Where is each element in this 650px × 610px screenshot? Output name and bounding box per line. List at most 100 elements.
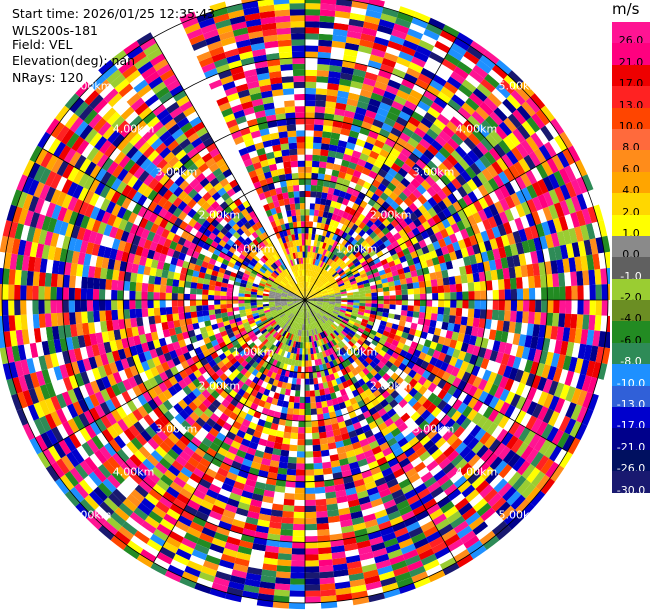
velocity-gate bbox=[94, 449, 108, 464]
velocity-gate bbox=[236, 380, 245, 389]
velocity-gate bbox=[83, 253, 92, 266]
velocity-gate bbox=[439, 262, 448, 271]
velocity-gate bbox=[413, 305, 420, 312]
velocity-gate bbox=[197, 402, 208, 413]
velocity-gate bbox=[294, 303, 301, 308]
velocity-gate bbox=[272, 313, 279, 319]
velocity-gate bbox=[556, 432, 570, 449]
velocity-gate bbox=[67, 196, 78, 211]
velocity-gate bbox=[245, 308, 252, 313]
velocity-gate bbox=[338, 282, 345, 287]
velocity-gate bbox=[193, 264, 202, 272]
velocity-gate bbox=[197, 277, 205, 284]
velocity-gate bbox=[237, 545, 253, 555]
velocity-gate bbox=[528, 275, 535, 289]
velocity-gate bbox=[321, 192, 328, 200]
velocity-gate bbox=[334, 228, 341, 236]
velocity-gate bbox=[498, 341, 507, 354]
velocity-gate bbox=[187, 401, 198, 412]
velocity-gate bbox=[253, 487, 265, 496]
velocity-gate bbox=[459, 124, 473, 138]
velocity-gate bbox=[296, 335, 300, 342]
velocity-gate bbox=[326, 156, 336, 164]
velocity-gate bbox=[322, 229, 328, 237]
velocity-gate bbox=[408, 369, 417, 379]
velocity-gate bbox=[238, 443, 249, 453]
velocity-gate bbox=[307, 354, 312, 361]
velocity-gate bbox=[342, 211, 349, 219]
velocity-gate bbox=[418, 239, 427, 249]
velocity-gate bbox=[267, 409, 276, 418]
velocity-gate bbox=[97, 482, 113, 498]
velocity-gate bbox=[137, 462, 151, 476]
velocity-gate bbox=[317, 312, 323, 318]
velocity-gate bbox=[474, 356, 484, 368]
velocity-gate bbox=[159, 441, 172, 454]
velocity-gate bbox=[440, 414, 451, 426]
velocity-gate bbox=[488, 383, 499, 397]
velocity-gate bbox=[308, 304, 313, 310]
velocity-gate bbox=[369, 150, 380, 160]
velocity-gate bbox=[318, 333, 323, 340]
velocity-gate bbox=[497, 224, 507, 237]
velocity-gate bbox=[221, 345, 229, 353]
velocity-gate bbox=[528, 151, 542, 167]
velocity-gate bbox=[222, 278, 229, 284]
velocity-gate bbox=[314, 486, 326, 494]
velocity-gate bbox=[315, 395, 322, 403]
velocity-gate bbox=[84, 424, 97, 439]
velocity-gate bbox=[512, 333, 521, 346]
velocity-gate bbox=[485, 452, 499, 467]
velocity-gate bbox=[443, 307, 451, 316]
velocity-gate bbox=[353, 478, 365, 488]
velocity-gate bbox=[472, 458, 486, 472]
velocity-gate bbox=[369, 54, 384, 64]
velocity-gate bbox=[313, 322, 318, 329]
velocity-gate bbox=[440, 174, 451, 186]
velocity-gate bbox=[417, 488, 431, 500]
velocity-gate bbox=[144, 369, 154, 380]
velocity-gate bbox=[189, 494, 204, 506]
velocity-gate bbox=[399, 255, 407, 264]
velocity-gate bbox=[20, 359, 30, 376]
velocity-gate bbox=[326, 309, 333, 314]
velocity-gate bbox=[305, 517, 317, 525]
velocity-gate bbox=[214, 308, 222, 315]
velocity-gate bbox=[306, 336, 310, 343]
velocity-gate bbox=[433, 469, 447, 482]
velocity-gate bbox=[333, 288, 341, 293]
velocity-gate bbox=[384, 138, 396, 148]
velocity-gate bbox=[461, 484, 476, 498]
velocity-gate bbox=[153, 292, 160, 300]
velocity-gate bbox=[450, 42, 467, 56]
velocity-gate bbox=[136, 273, 144, 283]
velocity-gate bbox=[386, 478, 399, 489]
velocity-gate bbox=[391, 100, 404, 111]
velocity-gate bbox=[284, 388, 291, 396]
velocity-gate bbox=[320, 449, 330, 457]
velocity-gate bbox=[314, 279, 319, 285]
velocity-gate bbox=[501, 154, 514, 168]
velocity-gate bbox=[465, 226, 475, 237]
velocity-gate bbox=[208, 300, 215, 306]
velocity-gate bbox=[197, 253, 206, 261]
velocity-gate bbox=[507, 70, 524, 86]
velocity-gate bbox=[446, 243, 455, 254]
velocity-gate bbox=[273, 392, 280, 400]
velocity-gate bbox=[310, 276, 314, 283]
velocity-gate bbox=[383, 352, 392, 361]
velocity-gate bbox=[20, 285, 27, 300]
velocity-gate bbox=[461, 507, 477, 521]
velocity-gate bbox=[457, 197, 468, 210]
velocity-gate bbox=[192, 270, 200, 278]
velocity-gate bbox=[411, 111, 424, 123]
velocity-gate bbox=[467, 397, 479, 409]
velocity-gate bbox=[570, 314, 578, 329]
velocity-gate bbox=[136, 554, 154, 568]
velocity-gate bbox=[110, 396, 122, 410]
velocity-gate bbox=[345, 342, 353, 350]
velocity-gate bbox=[234, 277, 242, 283]
velocity-gate bbox=[371, 165, 381, 174]
velocity-gate bbox=[368, 130, 379, 140]
velocity-gate bbox=[353, 272, 361, 278]
